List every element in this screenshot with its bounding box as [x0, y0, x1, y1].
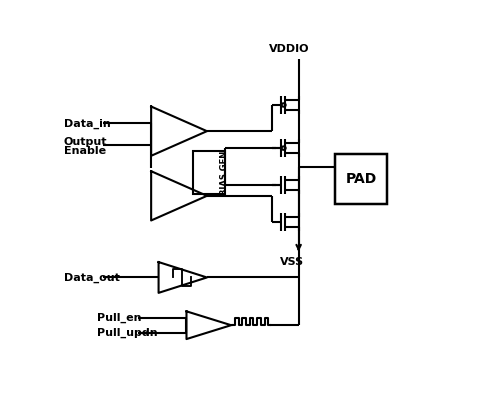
Text: Enable: Enable [64, 146, 106, 156]
Text: Data_in: Data_in [64, 118, 110, 128]
Text: PAD: PAD [346, 172, 377, 186]
Bar [335, 154, 387, 204]
Text: VSS: VSS [280, 258, 305, 268]
Text: Pull_en: Pull_en [97, 312, 142, 323]
Text: Pull_updn: Pull_updn [97, 328, 158, 338]
Bar [193, 151, 225, 194]
Text: Output: Output [64, 137, 107, 147]
Text: VDDIO: VDDIO [268, 44, 309, 54]
Text: Data_out: Data_out [64, 272, 120, 282]
Text: BIAS GEN: BIAS GEN [220, 151, 229, 195]
